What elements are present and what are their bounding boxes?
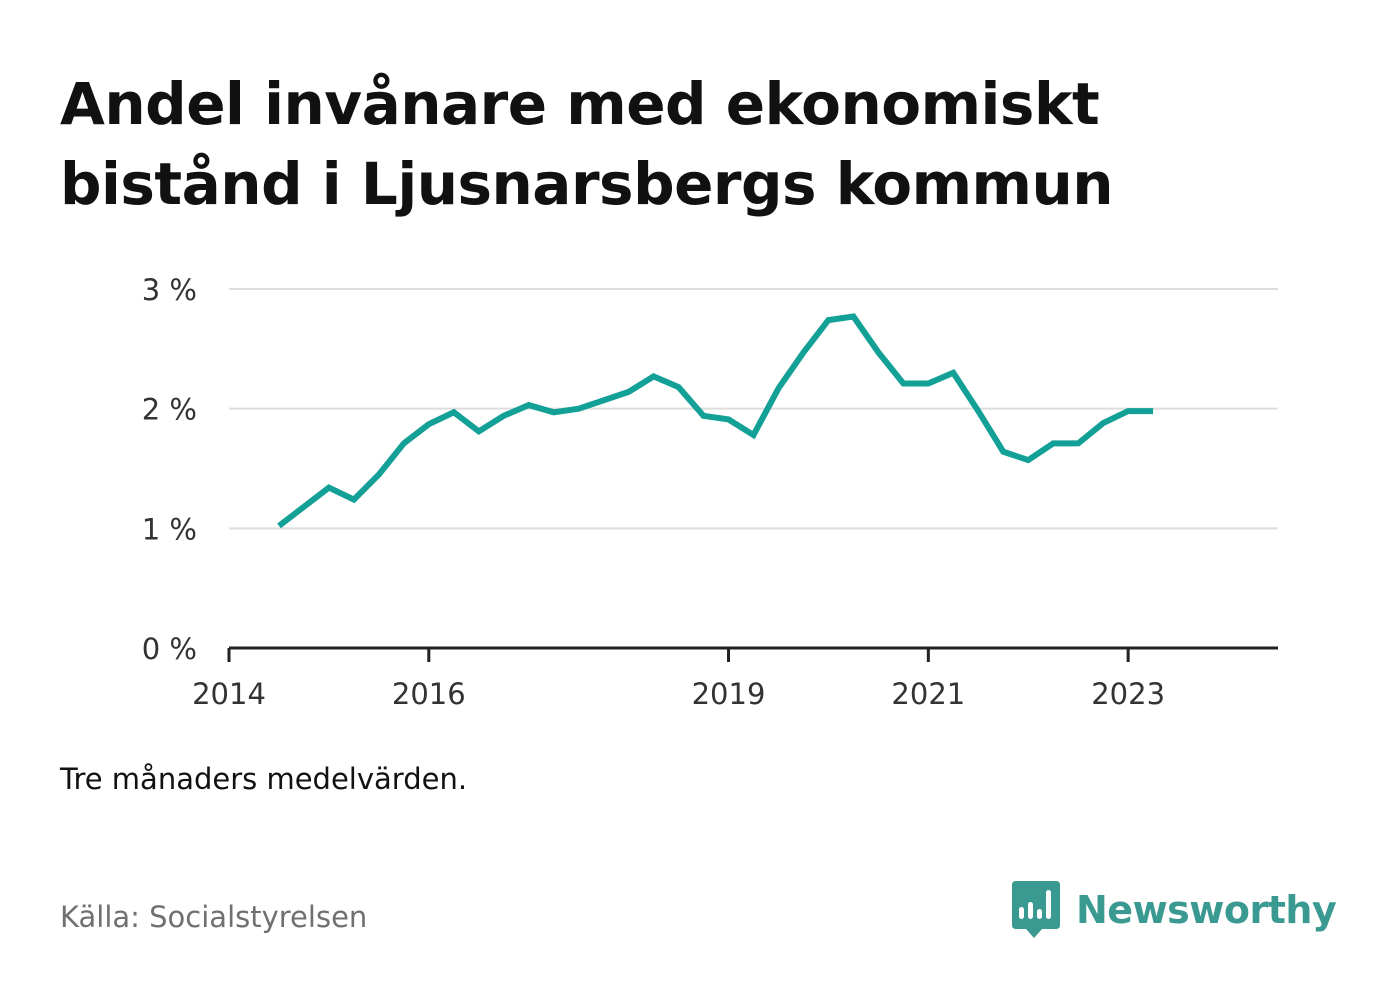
x-tick-label: 2019 (692, 677, 766, 710)
chart-note: Tre månaders medelvärden. (60, 762, 468, 796)
chart-title: Andel invånare med ekonomiskt bistånd i … (60, 64, 1320, 224)
series-line (277, 313, 1154, 529)
y-tick-label: 3 % (142, 273, 197, 307)
newsworthy-logo: Newsworthy (1012, 880, 1337, 940)
brand-name: Newsworthy (1076, 888, 1337, 932)
source-text: Källa: Socialstyrelsen (60, 900, 368, 934)
y-tick-label: 0 % (142, 632, 197, 666)
x-tick-label: 2023 (1091, 677, 1165, 710)
x-tick-label: 2014 (192, 677, 266, 710)
x-tick-label: 2016 (392, 677, 466, 710)
line-chart: 0 % 1 % 2 % 3 % 2014 2016 2019 2021 2023 (142, 273, 1278, 710)
y-tick-label: 1 % (142, 512, 197, 546)
x-tick-label: 2021 (891, 677, 965, 710)
chart-title-line-2: bistånd i Ljusnarsbergs kommun (60, 150, 1114, 218)
chart-title-line-1: Andel invånare med ekonomiskt (60, 70, 1100, 138)
bar-chart-speech-bubble-icon (1012, 881, 1060, 938)
y-tick-label: 2 % (142, 393, 197, 427)
